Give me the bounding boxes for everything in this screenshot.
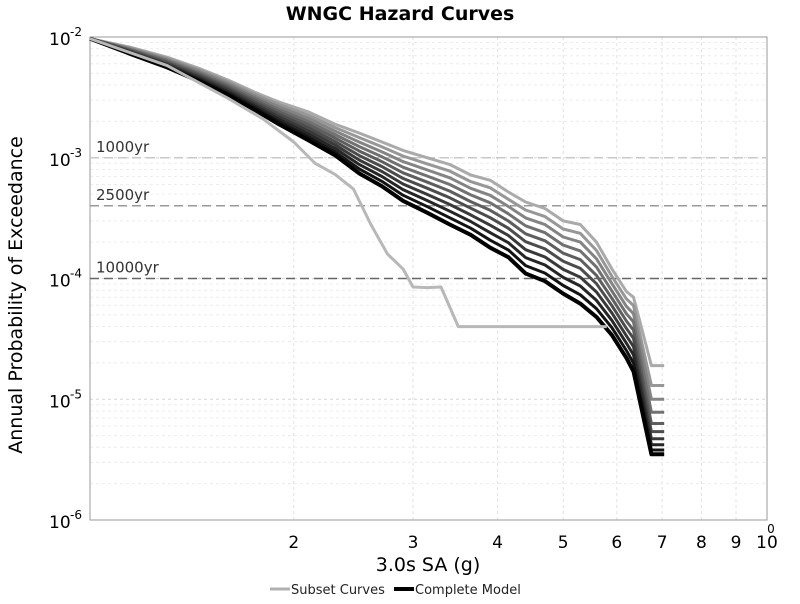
x-tick-label: 9 [731, 533, 742, 553]
legend-label-complete: Complete Model [415, 583, 521, 598]
y-axis-label: Annual Probability of Exceedance [5, 136, 27, 454]
y-tick-label: 10 [49, 392, 71, 412]
x-axis-label: 3.0s SA (g) [376, 554, 481, 576]
y-tick-exponent: -4 [70, 267, 82, 281]
return-period-label: 2500yr [96, 186, 150, 204]
subset-curve [89, 37, 665, 441]
x-axis-ticks: 2 3 4 5 6 7 8 9 100 [288, 522, 777, 553]
return-period-label: 1000yr [96, 138, 150, 156]
y-tick-exponent: -2 [70, 25, 82, 39]
subset-curve [89, 37, 665, 368]
subset-curve [89, 37, 665, 447]
x-tick-label: 8 [696, 533, 707, 553]
y-tick-label: 10 [49, 30, 71, 50]
legend-label-subset: Subset Curves [291, 583, 385, 598]
x-tick-corner-label: 0 [767, 522, 775, 536]
subset-curve [89, 37, 665, 414]
x-tick-label: 5 [558, 533, 569, 553]
hazard-curves [89, 36, 665, 457]
x-tick-label: 2 [288, 533, 299, 553]
x-tick-label: 10 [756, 533, 778, 553]
subset-curve [89, 37, 665, 387]
y-tick-label: 10 [49, 272, 71, 292]
subset-curve-outlier [89, 37, 607, 329]
complete-model-curve [89, 36, 665, 457]
x-tick-label: 3 [408, 533, 419, 553]
subset-curve [89, 37, 665, 434]
legend: Subset Curves Complete Model [270, 583, 521, 598]
x-tick-label: 7 [657, 533, 668, 553]
x-tick-label: 6 [611, 533, 622, 553]
y-tick-label: 10 [49, 513, 71, 533]
y-tick-label: 10 [49, 151, 71, 171]
return-period-label: 10000yr [96, 259, 160, 277]
x-tick-label: 4 [492, 533, 503, 553]
chart-title: WNGC Hazard Curves [286, 3, 515, 25]
y-tick-exponent: -3 [70, 146, 82, 160]
y-tick-exponent: -5 [70, 387, 82, 401]
subset-curve [89, 37, 665, 401]
subset-curve [89, 37, 665, 425]
y-tick-exponent: -6 [70, 508, 82, 522]
y-axis-ticks: 10-210-310-410-510-6 [49, 25, 82, 533]
